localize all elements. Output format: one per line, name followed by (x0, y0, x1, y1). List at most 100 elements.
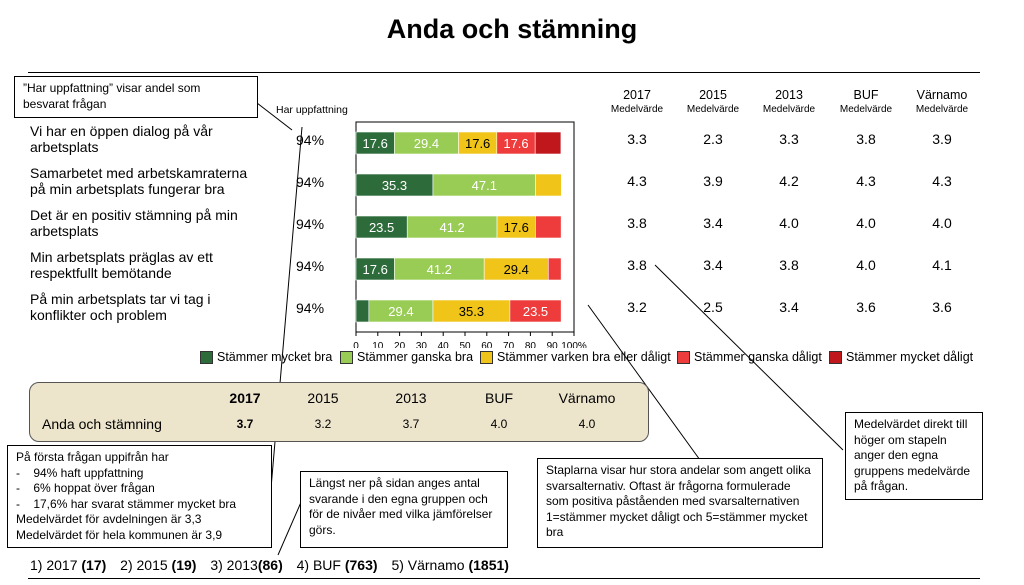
har-uppfattning-value: 94% (296, 216, 325, 232)
summary-value: 3.7 (236, 417, 254, 431)
col-header-buf: BUF (853, 88, 879, 102)
legend-item: Stämmer mycket bra (200, 350, 340, 364)
bar-data-label: 29.4 (388, 304, 413, 319)
x-tick-label: 10 (372, 341, 384, 348)
mean-value: 3.8 (779, 257, 799, 273)
col-header-varnamo: Värnamo (916, 88, 968, 102)
bar-data-label: 41.2 (427, 262, 452, 277)
mean-value: 3.4 (703, 257, 723, 273)
bar-data-label: 41.2 (439, 220, 464, 235)
bar-segment (547, 257, 562, 281)
summary-panel: 2017 2015 2013 BUF Värnamo Anda och stäm… (29, 382, 649, 442)
summary-value: 3.7 (402, 417, 420, 431)
summary-header: 2013 (395, 390, 427, 406)
bar-data-label: 29.4 (414, 136, 439, 151)
col-header-2015: 2015 (699, 88, 727, 102)
legend-item: Stämmer varken bra eller dåligt (480, 350, 677, 364)
x-tick-label: 50 (459, 341, 471, 348)
mean-value: 3.4 (779, 299, 799, 315)
x-tick-label: 60 (481, 341, 493, 348)
mean-value: 4.2 (779, 173, 799, 189)
mean-value: 4.0 (856, 257, 876, 273)
bar-data-label: 29.4 (504, 262, 529, 277)
bar-data-label: 23.5 (369, 220, 394, 235)
legend-item: Stämmer ganska bra (340, 350, 480, 364)
legend-swatch (200, 350, 213, 364)
har-uppfattning-value: 94% (296, 132, 325, 148)
x-tick-label: 30 (416, 341, 428, 348)
footer-item: 1) 2017 (17) (30, 557, 107, 573)
har-uppfattning-note: ”Har uppfattning” visar andel som besvar… (14, 76, 258, 118)
mean-value: 3.4 (703, 215, 723, 231)
bottom-note-connector (277, 499, 303, 556)
bar-data-label: 17.6 (503, 136, 528, 151)
x-tick-label: 20 (394, 341, 406, 348)
summary-header: 2015 (307, 390, 339, 406)
question-text: På min arbetsplats tar vi tag i konflikt… (30, 291, 211, 323)
legend-swatch (829, 350, 842, 364)
bar-segment (355, 299, 370, 323)
legend-swatch (480, 350, 493, 364)
mean-value: 4.3 (856, 173, 876, 189)
bar-segment (535, 173, 562, 197)
col-sub-varnamo: Medelvärde (915, 104, 969, 115)
col-sub-buf: Medelvärde (839, 104, 893, 115)
mean-value: 3.8 (627, 215, 647, 231)
question-text: Min arbetsplats präglas av ett respektfu… (30, 249, 213, 281)
footer-item: 4) BUF (763) (296, 557, 378, 573)
mean-value: 4.3 (932, 173, 952, 189)
summary-value: 4.0 (490, 417, 508, 431)
bar-segment (534, 131, 562, 155)
bar-data-label: 47.1 (472, 178, 497, 193)
col-sub-2013: Medelvärde (762, 104, 816, 115)
legend-item: Stämmer mycket dåligt (829, 350, 984, 364)
bar-data-label: 23.5 (523, 304, 548, 319)
x-tick-label: 0 (353, 341, 359, 348)
col-sub-2017: Medelvärde (610, 104, 664, 115)
summary-value: 4.0 (578, 417, 596, 431)
mean-value: 3.8 (627, 257, 647, 273)
first-question-note: På första frågan uppifrån har - 94% haft… (7, 445, 272, 548)
mean-explanation-note: Medelvärdet direkt till höger om stapeln… (845, 412, 983, 500)
bottom-divider (28, 578, 980, 579)
page-title: Anda och stämning (386, 14, 638, 44)
mean-value: 3.2 (627, 299, 647, 315)
mean-value: 3.6 (856, 299, 876, 315)
footer-item: 3) 2013(86) (210, 557, 283, 573)
har-uppfattning-value: 94% (296, 258, 325, 274)
x-tick-label: 90 (547, 341, 559, 348)
legend-item: Stämmer ganska dåligt (677, 350, 829, 364)
mean-value: 4.0 (779, 215, 799, 231)
mean-value: 3.8 (856, 131, 876, 147)
footer-item: 5) Värnamo (1851) (391, 557, 509, 573)
x-tick-label: 80 (525, 341, 537, 348)
bar-data-label: 35.3 (382, 178, 407, 193)
mean-note-connector (654, 264, 844, 451)
bar-data-label: 17.6 (363, 136, 388, 151)
summary-header: BUF (485, 390, 513, 406)
question-text: Vi har en öppen dialog på vår arbetsplat… (30, 123, 213, 155)
col-header-2013: 2013 (775, 88, 803, 102)
har-uppfattning-header: Har uppfattning (276, 104, 348, 116)
footer-item: 2) 2015 (19) (120, 557, 197, 573)
legend-swatch (677, 350, 690, 364)
mean-value: 2.3 (703, 131, 723, 147)
mean-value: 3.3 (627, 131, 647, 147)
respondents-note: Längst ner på sidan anges antal svarande… (300, 471, 508, 548)
mean-value: 4.3 (627, 173, 647, 189)
chart-legend: Stämmer mycket bra Stämmer ganska bra St… (200, 350, 990, 364)
mean-value: 3.3 (779, 131, 799, 147)
mean-value: 4.0 (856, 215, 876, 231)
bar-data-label: 35.3 (459, 304, 484, 319)
question-text: Samarbetet med arbetskamraterna på min a… (30, 165, 248, 197)
bar-segment (509, 299, 562, 323)
mean-value: 4.0 (932, 215, 952, 231)
har-uppfattning-value: 94% (296, 300, 325, 316)
bar-data-label: 17.6 (504, 220, 529, 235)
summary-value: 3.2 (314, 417, 332, 431)
bar-segment (535, 215, 562, 239)
x-tick-label: 100% (561, 341, 587, 348)
summary-header: 2017 (229, 390, 261, 406)
stacked-bar-chart: 17.6 29.4 17.6 17.6 35.3 47.1 23.5 41.2 17.6 17.6… (353, 121, 587, 348)
mean-value: 3.9 (703, 173, 723, 189)
